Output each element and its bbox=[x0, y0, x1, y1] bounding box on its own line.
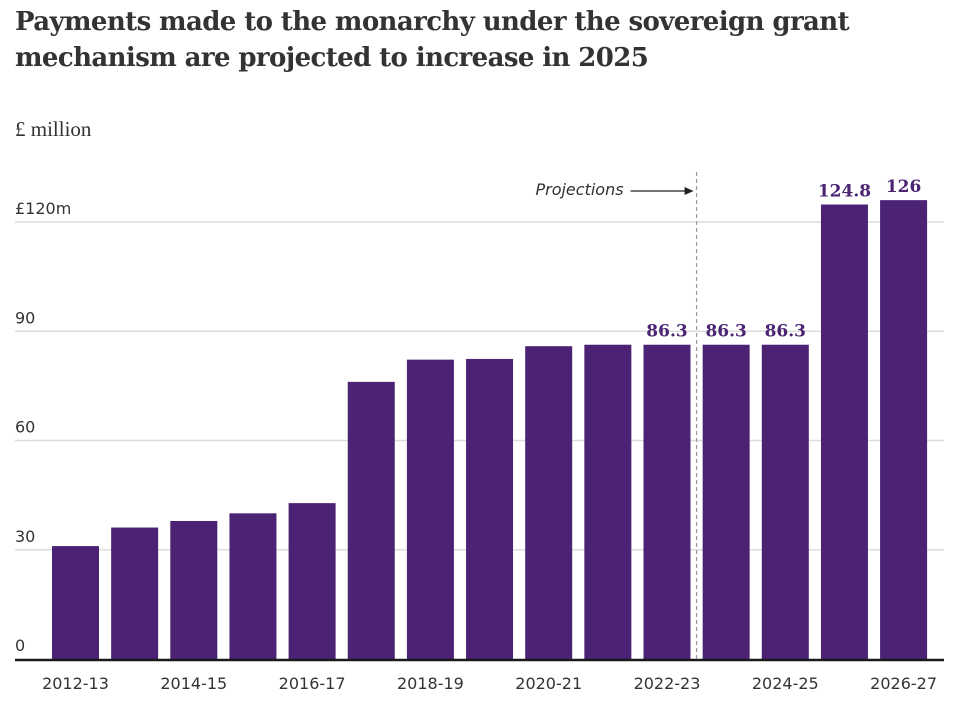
x-tick-label: 2022-23 bbox=[634, 674, 701, 693]
bar bbox=[761, 344, 809, 659]
bar bbox=[880, 200, 928, 659]
bar bbox=[406, 359, 454, 659]
bar bbox=[288, 503, 336, 659]
y-axis-labels: 0 30 60 90 £120m bbox=[15, 199, 71, 655]
x-tick-label: 2016-17 bbox=[279, 674, 346, 693]
y-tick-label: 0 bbox=[15, 636, 25, 655]
bar bbox=[525, 346, 573, 659]
projections-label: Projections bbox=[535, 180, 623, 199]
bar bbox=[702, 344, 750, 659]
y-tick-label: £120m bbox=[15, 199, 71, 218]
bar bbox=[643, 344, 691, 659]
y-tick-label: 90 bbox=[15, 308, 35, 327]
chart-title: Payments made to the monarchy under the … bbox=[15, 7, 850, 73]
value-labels: 86.3 86.3 86.3 124.8 126 bbox=[646, 177, 921, 342]
bar bbox=[584, 344, 632, 659]
bar bbox=[347, 381, 395, 659]
x-tick-label: 2026-27 bbox=[870, 674, 937, 693]
x-tick-label: 2024-25 bbox=[752, 674, 819, 693]
y-tick-label: 60 bbox=[15, 418, 35, 437]
x-tick-label: 2018-19 bbox=[397, 674, 464, 693]
x-tick-label: 2012-13 bbox=[42, 674, 109, 693]
data-label: 124.8 bbox=[818, 182, 871, 202]
bar bbox=[229, 513, 277, 659]
bar bbox=[111, 527, 159, 659]
y-tick-label: 30 bbox=[15, 527, 35, 546]
bar bbox=[52, 546, 99, 659]
projections-annotation: Projections bbox=[535, 172, 698, 659]
data-label: 86.3 bbox=[705, 322, 746, 342]
bar bbox=[170, 520, 218, 659]
y-axis-unit-label: £ million bbox=[15, 117, 92, 141]
x-tick-label: 2014-15 bbox=[160, 674, 227, 693]
x-tick-label: 2020-21 bbox=[515, 674, 582, 693]
bars bbox=[15, 200, 944, 662]
bar bbox=[466, 358, 514, 659]
x-axis-labels: 2012-13 2014-15 2016-17 2018-19 2020-21 2022-… bbox=[42, 674, 937, 693]
arrow-head-icon bbox=[684, 187, 694, 195]
data-label: 126 bbox=[886, 177, 922, 197]
data-label: 86.3 bbox=[646, 322, 687, 342]
bar bbox=[820, 204, 868, 659]
data-label: 86.3 bbox=[765, 322, 806, 342]
